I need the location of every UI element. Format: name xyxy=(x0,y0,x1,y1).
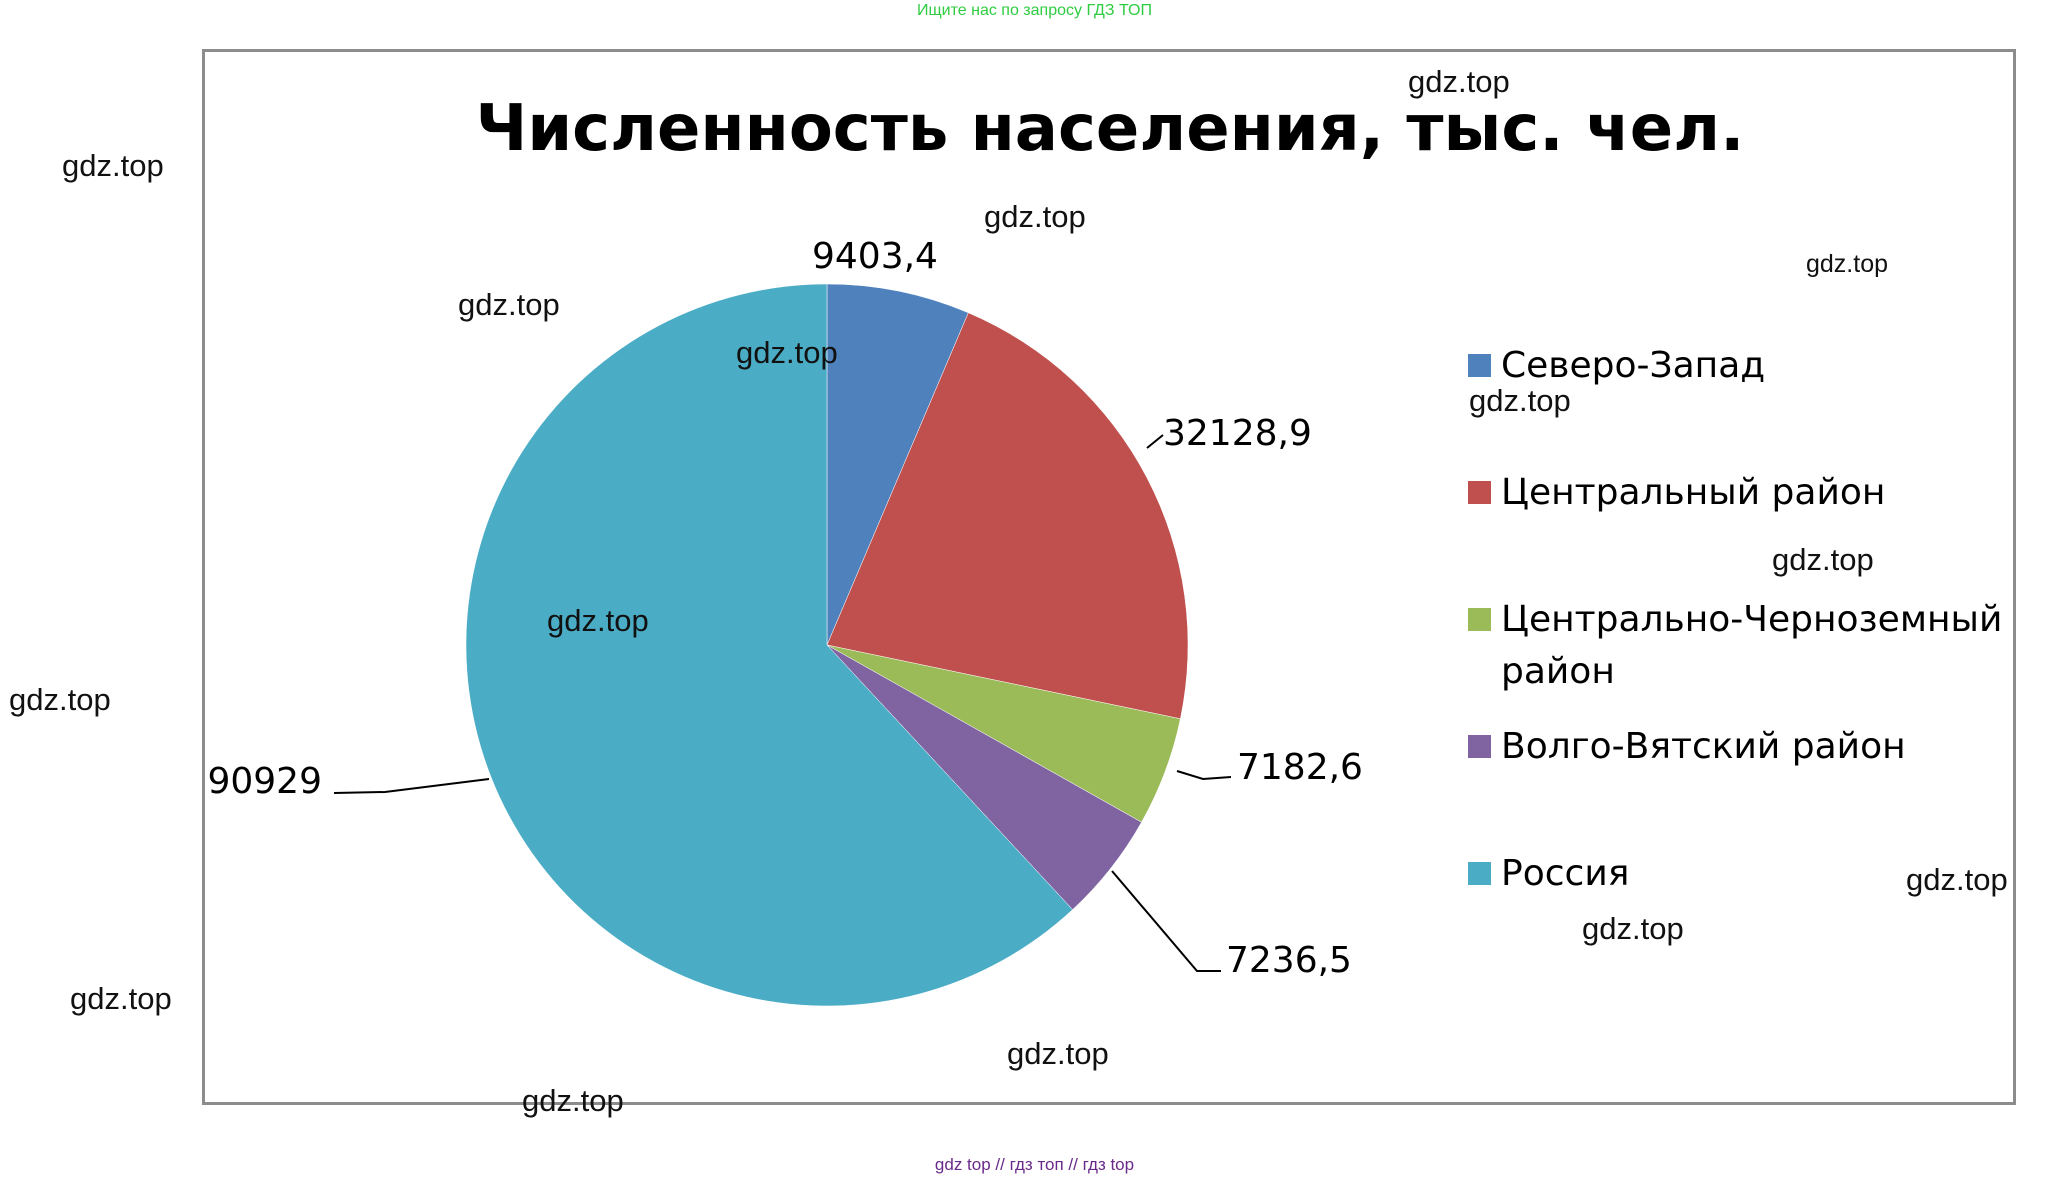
legend-item-северо-запад: Северо-Запад xyxy=(1468,345,1765,386)
chart-title: Численность населения, тыс. чел. xyxy=(476,92,1745,166)
watermark-text: gdz.top xyxy=(1582,911,1684,946)
legend-label: Центральный район xyxy=(1501,472,1885,513)
watermark-text: gdz.top xyxy=(1906,862,2008,897)
pie-slice-северо-запад xyxy=(826,283,969,646)
watermark-text: gdz.top xyxy=(70,981,172,1016)
watermark-text: gdz.top xyxy=(522,1083,624,1118)
legend-swatch xyxy=(1468,608,1491,631)
pie-slice-центральный-район xyxy=(826,312,1189,720)
data-label: 9403,4 xyxy=(812,236,938,277)
watermark-text: gdz.top xyxy=(1806,250,1889,278)
leader-line xyxy=(1176,770,1232,781)
watermark-text: gdz.top xyxy=(1408,64,1510,99)
leader-line xyxy=(1111,870,1221,972)
top-banner: Ищите нас по запросу ГДЗ ТОП xyxy=(917,2,1152,19)
watermark-text: gdz.top xyxy=(547,603,649,638)
watermark-text: gdz.top xyxy=(458,287,560,322)
leader-line xyxy=(333,778,490,794)
pie-slice-россия xyxy=(465,283,1073,1007)
legend: Северо-Запад Центральный район Центрально-… xyxy=(1468,345,2002,894)
legend-swatch xyxy=(1468,354,1491,377)
legend-swatch xyxy=(1468,862,1491,885)
watermark-text: gdz.top xyxy=(62,148,164,183)
data-label: 7182,6 xyxy=(1237,747,1363,788)
watermark-text: gdz.top xyxy=(984,199,1086,234)
legend-item-волго-вятский-район: Волго-Вятский район xyxy=(1468,726,1906,767)
legend-swatch xyxy=(1468,735,1491,758)
legend-label: Центрально-Черноземный xyxy=(1501,599,2002,640)
bottom-banner: gdz top // гдз топ // гдз top xyxy=(934,1155,1135,1174)
watermark-text: gdz.top xyxy=(1007,1036,1109,1071)
watermark-text: gdz.top xyxy=(1469,383,1571,418)
data-label: 90929 xyxy=(207,761,322,802)
watermark-text: gdz.top xyxy=(736,335,838,370)
legend-label: Волго-Вятский район xyxy=(1501,726,1906,767)
data-labels: 9403,4 32128,9 7182,6 7236,5 90929 xyxy=(207,236,1363,981)
leader-line xyxy=(1146,434,1164,449)
legend-item-центрально-черноземный-район: Центрально-Черноземный район xyxy=(1468,599,2002,692)
legend-item-россия: Россия xyxy=(1468,853,1629,894)
legend-item-центральный-район: Центральный район xyxy=(1468,472,1885,513)
pie-slices xyxy=(465,283,1189,1007)
data-label: 32128,9 xyxy=(1163,413,1312,454)
legend-label: район xyxy=(1501,651,1615,692)
legend-swatch xyxy=(1468,481,1491,504)
data-label: 7236,5 xyxy=(1226,940,1352,981)
legend-label: Северо-Запад xyxy=(1501,345,1765,386)
legend-label: Россия xyxy=(1501,853,1629,894)
chart-frame xyxy=(202,49,2016,1105)
watermark-text: gdz.top xyxy=(1772,542,1874,577)
watermark-text: gdz.top xyxy=(9,682,111,717)
leader-lines xyxy=(333,434,1232,972)
